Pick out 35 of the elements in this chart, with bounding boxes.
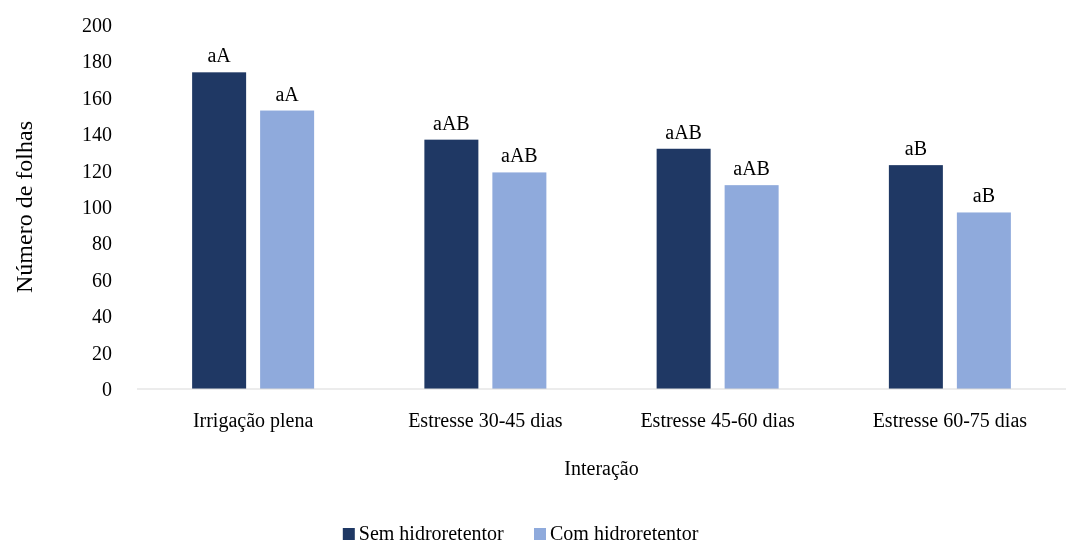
legend-label: Com hidroretentor — [550, 522, 699, 544]
x-tick-label: Irrigação plena — [192, 409, 314, 432]
bar — [260, 110, 315, 389]
data-label: aAB — [433, 111, 470, 134]
y-tick-label: 180 — [82, 50, 112, 73]
y-tick-label: 100 — [82, 196, 112, 218]
bar — [724, 185, 779, 389]
data-label: aA — [207, 44, 232, 67]
data-label: aB — [904, 137, 927, 160]
x-tick-label: Estresse 30-45 dias — [408, 409, 563, 431]
y-axis-title: Número de folhas — [11, 121, 37, 293]
data-label: aAB — [501, 144, 538, 167]
bar — [492, 172, 547, 389]
y-tick-label: 0 — [102, 378, 112, 400]
data-label: aB — [972, 184, 995, 207]
y-tick-label: 200 — [82, 14, 112, 36]
data-label: aA — [275, 82, 300, 105]
data-label: aAB — [733, 157, 770, 180]
bar — [656, 148, 711, 389]
x-tick-label: Estresse 60-75 dias — [872, 409, 1028, 431]
data-label: aAB — [665, 120, 702, 143]
y-tick-label: 140 — [82, 123, 112, 146]
y-tick-label: 60 — [92, 268, 112, 291]
x-axis-title: Interação — [564, 457, 639, 480]
y-tick-label: 20 — [92, 341, 112, 364]
bar — [956, 212, 1011, 389]
bar — [424, 139, 479, 389]
x-tick-label: Estresse 45-60 dias — [640, 409, 796, 431]
y-tick-label: 80 — [92, 232, 112, 255]
bar — [192, 72, 247, 389]
y-tick-label: 160 — [82, 86, 112, 109]
y-tick-label: 120 — [82, 159, 112, 182]
bar — [888, 165, 943, 389]
legend-label: Sem hidroretentor — [358, 522, 505, 544]
y-tick-label: 40 — [92, 305, 112, 328]
